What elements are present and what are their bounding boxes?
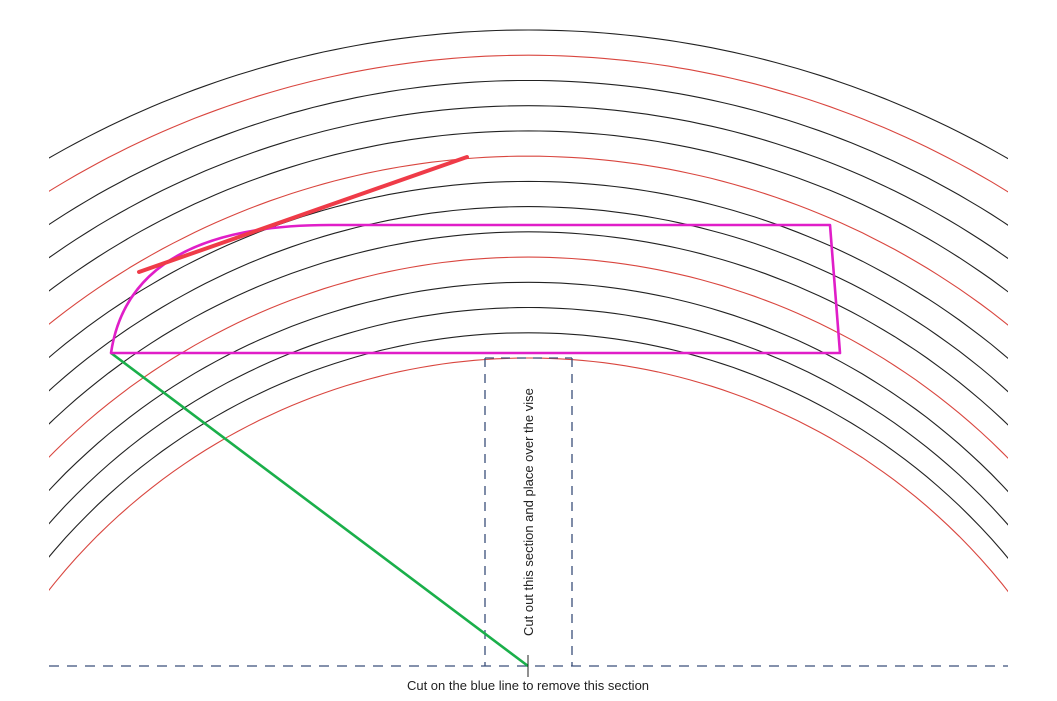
guide-arc-red — [49, 357, 1008, 593]
guide-arc — [49, 180, 1008, 360]
guide-arc — [49, 231, 1008, 426]
guide-arc — [49, 206, 1008, 393]
guide-arc-red — [49, 155, 1008, 326]
concentric-arcs — [49, 29, 1008, 593]
template-outline — [109, 223, 842, 355]
guide-arc-red — [49, 256, 1008, 459]
guide-arc — [49, 281, 1008, 493]
radius-line — [110, 351, 529, 668]
bottom-label: Cut on the blue line to remove this sect… — [407, 678, 649, 693]
guide-arc — [49, 105, 1008, 260]
guide-arc — [49, 130, 1008, 293]
vise-cutout-section — [484, 357, 573, 666]
guide-arc-red — [49, 54, 1008, 193]
guide-arc — [49, 79, 1008, 226]
vertical-label: Cut out this section and place over the … — [521, 388, 536, 636]
tangent-line — [137, 155, 469, 274]
guide-arc — [49, 29, 1008, 160]
guide-arc — [49, 306, 1008, 526]
